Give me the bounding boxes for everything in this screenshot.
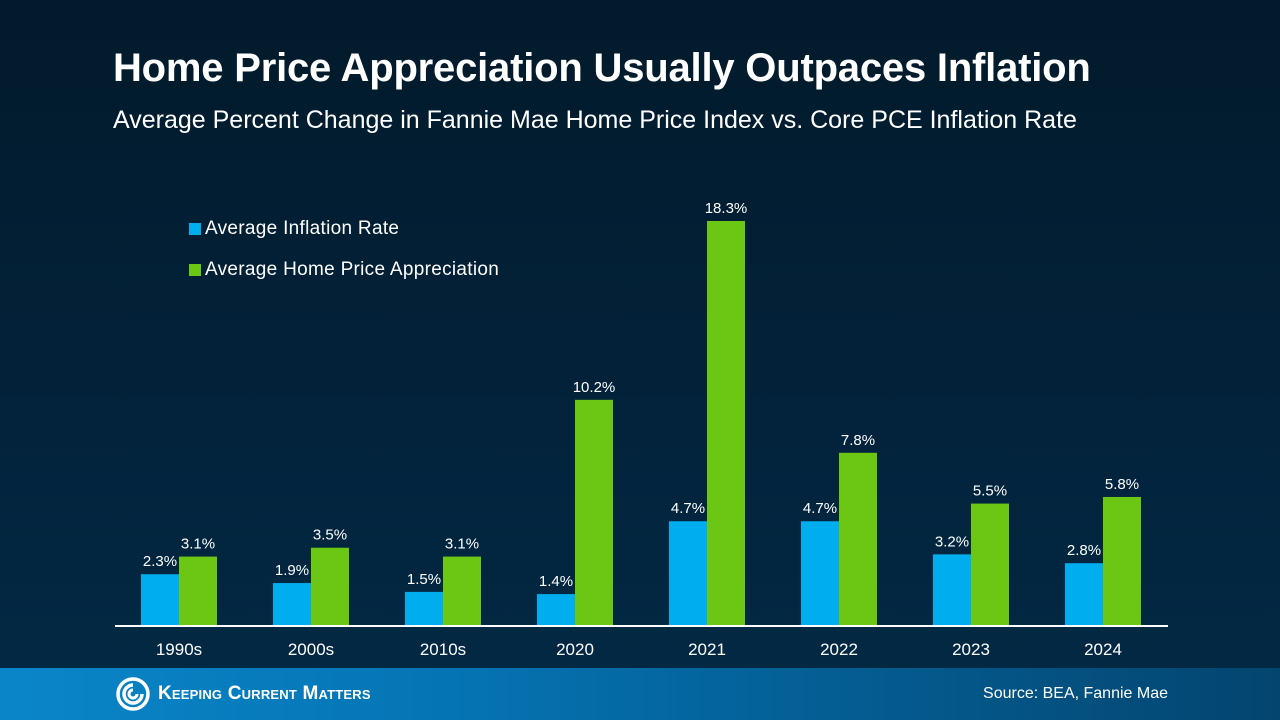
brand-logo: Keeping Current Matters (116, 677, 371, 711)
bar-average-inflation-rate-2023 (933, 554, 971, 625)
bar-chart: 2.3%3.1%1990s1.9%3.5%2000s1.5%3.1%2010s1… (141, 200, 1141, 659)
chart-subtitle: Average Percent Change in Fannie Mae Hom… (113, 106, 1077, 134)
chart-title: Home Price Appreciation Usually Outpaces… (113, 46, 1091, 90)
data-label-average-inflation-rate-2022: 4.7% (803, 500, 837, 517)
bar-average-inflation-rate-2021 (669, 521, 707, 625)
bar-average-inflation-rate-2010s (405, 591, 443, 625)
x-tick-label-2024: 2024 (1084, 640, 1122, 659)
bar-average-inflation-rate-1990s (141, 574, 179, 625)
x-tick-label-2023: 2023 (952, 640, 990, 659)
data-label-average-home-price-appreciation-2010s: 3.1% (445, 536, 479, 553)
x-tick-label-2020: 2020 (556, 640, 594, 659)
bar-average-home-price-appreciation-2022 (839, 452, 877, 625)
data-label-average-inflation-rate-2010s: 1.5% (407, 571, 441, 588)
legend-label-home-price: Average Home Price Appreciation (205, 258, 500, 280)
source-note: Source: BEA, Fannie Mae (983, 685, 1168, 702)
x-tick-label-2022: 2022 (820, 640, 858, 659)
bar-average-inflation-rate-2022 (801, 521, 839, 625)
data-label-average-home-price-appreciation-2020: 10.2% (573, 379, 616, 396)
bar-average-inflation-rate-2020 (537, 594, 575, 625)
legend-item-home-price: Average Home Price Appreciation (189, 249, 499, 290)
bar-average-inflation-rate-2024 (1065, 563, 1103, 625)
data-label-average-inflation-rate-1990s: 2.3% (143, 553, 177, 570)
bar-average-home-price-appreciation-2020 (575, 399, 613, 625)
brand-name: Keeping Current Matters (158, 683, 371, 704)
data-label-average-inflation-rate-2020: 1.4% (539, 573, 573, 590)
legend: Average Inflation Rate Average Home Pric… (189, 208, 499, 290)
bar-average-home-price-appreciation-2010s (443, 556, 481, 625)
data-label-average-home-price-appreciation-2021: 18.3% (705, 200, 748, 217)
bar-average-home-price-appreciation-2021 (707, 221, 745, 625)
data-label-average-home-price-appreciation-2022: 7.8% (841, 432, 875, 449)
x-tick-label-2010s: 2010s (420, 640, 466, 659)
data-label-average-home-price-appreciation-2024: 5.8% (1105, 476, 1139, 493)
data-label-average-home-price-appreciation-2023: 5.5% (973, 483, 1007, 500)
x-tick-label-2021: 2021 (688, 640, 726, 659)
legend-swatch-home-price (189, 263, 201, 276)
x-tick-label-2000s: 2000s (288, 640, 334, 659)
legend-item-inflation: Average Inflation Rate (189, 208, 499, 249)
data-label-average-home-price-appreciation-2000s: 3.5% (313, 527, 347, 544)
x-tick-label-1990s: 1990s (156, 640, 202, 659)
data-label-average-inflation-rate-2024: 2.8% (1067, 542, 1101, 559)
swirl-logo-icon (116, 677, 150, 711)
legend-swatch-inflation (189, 222, 201, 235)
legend-label-inflation: Average Inflation Rate (205, 217, 400, 239)
bar-average-inflation-rate-2000s (273, 583, 311, 625)
data-label-average-home-price-appreciation-1990s: 3.1% (181, 536, 215, 553)
bar-average-home-price-appreciation-2023 (971, 503, 1009, 625)
bar-average-home-price-appreciation-1990s (179, 556, 217, 625)
data-label-average-inflation-rate-2023: 3.2% (935, 533, 969, 550)
bar-average-home-price-appreciation-2024 (1103, 496, 1141, 625)
bar-average-home-price-appreciation-2000s (311, 547, 349, 625)
data-label-average-inflation-rate-2021: 4.7% (671, 500, 705, 517)
footer-bar: Keeping Current Matters Source: BEA, Fan… (0, 668, 1280, 720)
data-label-average-inflation-rate-2000s: 1.9% (275, 562, 309, 579)
